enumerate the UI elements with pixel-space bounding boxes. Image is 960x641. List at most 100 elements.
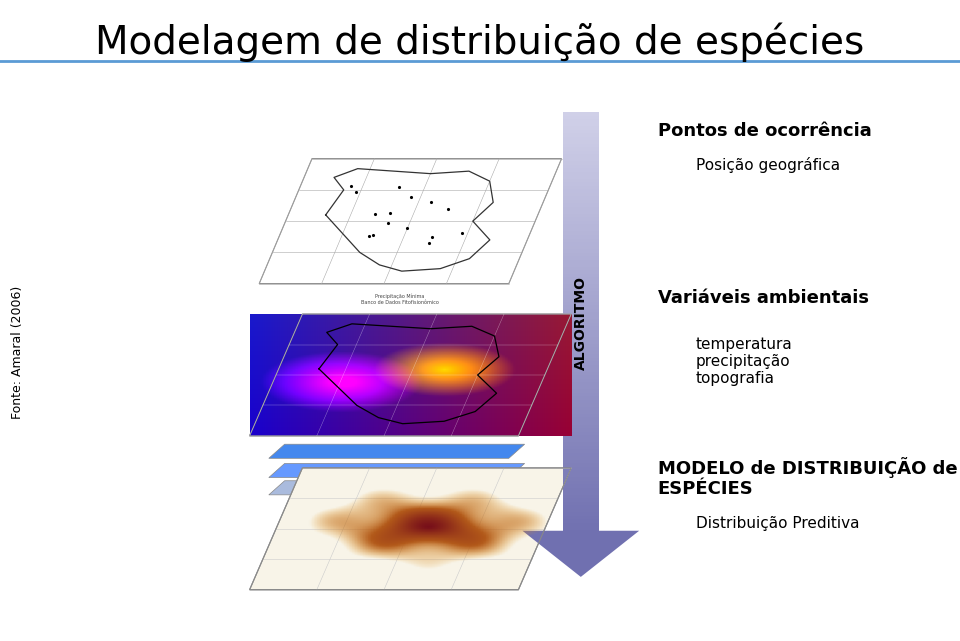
Bar <box>563 421 599 425</box>
Bar <box>563 445 599 450</box>
Bar <box>563 523 599 527</box>
Bar <box>563 281 599 285</box>
Text: MODELO de DISTRIBUIÇÃO de
ESPÉCIES: MODELO de DISTRIBUIÇÃO de ESPÉCIES <box>658 456 957 499</box>
Bar <box>563 210 599 215</box>
Text: Variáveis ambientais: Variáveis ambientais <box>658 289 869 307</box>
Bar <box>563 305 599 310</box>
Bar <box>563 474 599 478</box>
Bar <box>563 246 599 250</box>
Bar <box>563 526 599 531</box>
Bar <box>563 112 599 116</box>
Bar <box>563 463 599 467</box>
Bar <box>563 235 599 239</box>
Bar <box>563 333 599 337</box>
Bar <box>563 505 599 510</box>
Bar <box>563 383 599 387</box>
Bar <box>563 158 599 162</box>
Polygon shape <box>522 531 639 577</box>
Bar <box>563 347 599 351</box>
Polygon shape <box>269 444 524 458</box>
Bar <box>563 309 599 313</box>
Polygon shape <box>269 481 524 495</box>
Bar <box>563 491 599 495</box>
Bar <box>563 477 599 481</box>
Bar <box>563 214 599 218</box>
Bar <box>563 519 599 524</box>
Bar <box>563 196 599 201</box>
Bar <box>563 453 599 457</box>
Bar <box>563 488 599 492</box>
Bar <box>563 200 599 204</box>
Bar <box>563 267 599 271</box>
Text: Precipitação Mínima
Banco de Dados Fitofisionômico: Precipitação Mínima Banco de Dados Fitof… <box>361 294 439 304</box>
Bar <box>563 358 599 362</box>
Bar <box>563 221 599 225</box>
Bar <box>563 484 599 488</box>
Polygon shape <box>269 463 524 478</box>
Bar <box>563 242 599 246</box>
Bar <box>563 403 599 408</box>
Bar <box>563 144 599 148</box>
Bar <box>563 295 599 299</box>
Bar <box>563 133 599 137</box>
Bar <box>563 298 599 303</box>
Bar <box>563 186 599 190</box>
Text: ALGORITMO: ALGORITMO <box>574 276 588 370</box>
Bar <box>563 410 599 415</box>
Bar <box>563 203 599 208</box>
Bar <box>563 231 599 236</box>
Bar <box>563 442 599 446</box>
Bar <box>563 316 599 320</box>
Bar <box>563 516 599 520</box>
Bar <box>563 140 599 144</box>
Text: Posição geográfica: Posição geográfica <box>696 157 840 173</box>
Text: Modelagem de distribuição de espécies: Modelagem de distribuição de espécies <box>95 22 865 62</box>
Bar <box>563 379 599 383</box>
Bar <box>563 498 599 503</box>
Bar <box>563 312 599 317</box>
Bar <box>563 207 599 211</box>
Bar <box>563 495 599 499</box>
Bar <box>563 393 599 397</box>
Bar <box>563 270 599 274</box>
Bar <box>563 435 599 439</box>
Bar <box>563 502 599 506</box>
Bar <box>563 470 599 474</box>
Bar <box>563 249 599 253</box>
Bar <box>563 182 599 187</box>
Bar <box>563 129 599 134</box>
Text: Fonte: Amaral (2006): Fonte: Amaral (2006) <box>11 286 24 419</box>
Bar <box>563 351 599 355</box>
Bar <box>563 340 599 344</box>
Bar <box>563 424 599 429</box>
Bar <box>563 407 599 411</box>
Bar <box>563 428 599 432</box>
Bar <box>563 467 599 470</box>
Bar <box>563 372 599 376</box>
Bar <box>563 179 599 183</box>
Bar <box>563 456 599 460</box>
Bar <box>563 509 599 513</box>
Bar <box>563 414 599 418</box>
Bar <box>563 228 599 232</box>
Bar <box>563 260 599 263</box>
Bar <box>563 291 599 296</box>
Bar <box>563 354 599 358</box>
Bar <box>563 263 599 267</box>
Bar <box>563 530 599 534</box>
Bar <box>563 369 599 372</box>
Polygon shape <box>250 314 571 436</box>
Bar <box>563 376 599 379</box>
Bar <box>563 176 599 179</box>
Text: temperatura
precipitação
topografia: temperatura precipitação topografia <box>696 337 793 387</box>
Bar <box>563 137 599 141</box>
Bar <box>563 119 599 123</box>
Bar <box>563 224 599 229</box>
Bar <box>563 329 599 334</box>
Bar <box>563 165 599 169</box>
Bar <box>563 147 599 151</box>
Bar <box>563 344 599 348</box>
Bar <box>563 172 599 176</box>
Bar <box>563 238 599 243</box>
Bar <box>563 193 599 197</box>
